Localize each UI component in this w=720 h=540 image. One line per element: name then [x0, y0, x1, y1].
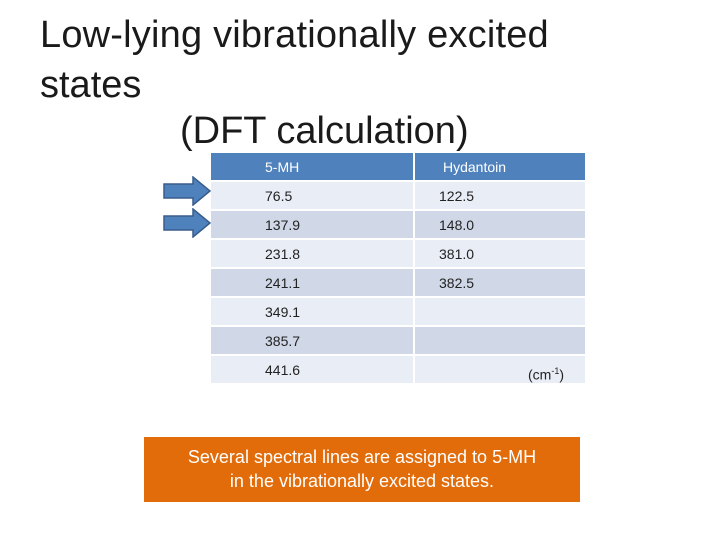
table-row: 349.1 [211, 297, 587, 327]
callout-line-2: in the vibrationally excited states. [229, 470, 495, 491]
table-cell: 349.1 [211, 297, 415, 327]
column-header-5mh: 5-MH [211, 153, 415, 182]
table-cell: 382.5 [414, 268, 587, 298]
table-cell: 231.8 [211, 239, 415, 269]
table-row: 231.8 381.0 [211, 239, 587, 269]
table-row: 241.1 382.5 [211, 268, 587, 298]
title-line-1: Low-lying vibrationally excited [40, 14, 549, 56]
table-cell [414, 326, 587, 356]
table-row: 137.9 148.0 [211, 210, 587, 240]
title-line-3: (DFT calculation) [180, 110, 469, 152]
callout-line-1: Several spectral lines are assigned to 5… [187, 447, 537, 468]
unit-label: (cm-1) [528, 366, 565, 383]
table-cell: 148.0 [414, 210, 587, 240]
table-cell: 76.5 [211, 181, 415, 211]
table-cell: 385.7 [211, 326, 415, 356]
table-row: 385.7 [211, 326, 587, 356]
table-cell: 381.0 [414, 239, 587, 269]
table-header-row: 5-MH Hydantoin [211, 153, 587, 182]
arrow-right-icon [163, 208, 211, 238]
table-cell [414, 297, 587, 327]
table-cell [414, 355, 587, 385]
column-header-hydantoin: Hydantoin [414, 153, 587, 182]
table-cell: 137.9 [211, 210, 415, 240]
vibration-table: 5-MH Hydantoin 76.5 122.5 137.9 148.0 23… [211, 153, 587, 385]
summary-callout: Several spectral lines are assigned to 5… [144, 437, 580, 502]
table-cell: 441.6 [211, 355, 415, 385]
table-row: 441.6 [211, 355, 587, 385]
table-row: 76.5 122.5 [211, 181, 587, 211]
table-cell: 241.1 [211, 268, 415, 298]
title-line-2: states [40, 64, 142, 106]
table-cell: 122.5 [414, 181, 587, 211]
arrow-right-icon [163, 176, 211, 206]
